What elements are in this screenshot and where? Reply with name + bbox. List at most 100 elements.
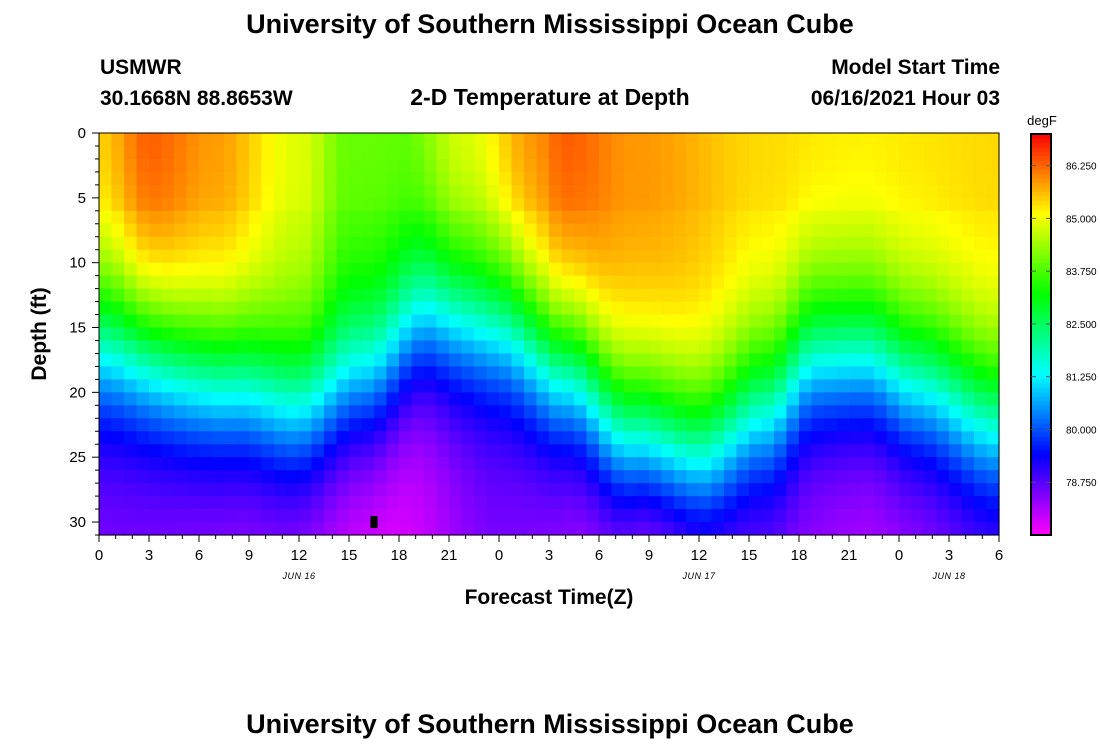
heatmap-cell xyxy=(849,457,863,471)
heatmap-cell xyxy=(811,522,825,536)
heatmap-cell xyxy=(599,522,613,536)
heatmap-cell xyxy=(774,158,788,173)
colorbar-step xyxy=(1031,499,1051,505)
heatmap-cell xyxy=(324,418,338,432)
heatmap-cell xyxy=(886,509,900,523)
heatmap-cell xyxy=(749,249,763,264)
heatmap-cell xyxy=(786,236,800,251)
heatmap-cell xyxy=(136,483,150,497)
heatmap-cell xyxy=(249,392,263,406)
heatmap-cell xyxy=(274,158,288,173)
heatmap-cell xyxy=(274,418,288,432)
heatmap-cell xyxy=(224,184,238,199)
heatmap-cell xyxy=(774,314,788,329)
heatmap-cell xyxy=(799,210,813,225)
heatmap-cell xyxy=(849,236,863,251)
heatmap-cell xyxy=(461,509,475,523)
heatmap-cell xyxy=(261,158,275,173)
heatmap-cell xyxy=(911,223,925,238)
heatmap-cell xyxy=(636,262,650,277)
heatmap-cell xyxy=(736,314,750,329)
heatmap-cell xyxy=(711,366,725,380)
heatmap-cell xyxy=(549,210,563,225)
heatmap-cell xyxy=(899,418,913,432)
heatmap-cell xyxy=(849,470,863,484)
heatmap-cell xyxy=(149,236,163,251)
heatmap-cell xyxy=(449,145,463,160)
heatmap-cell xyxy=(349,171,363,186)
heatmap-cell xyxy=(824,288,838,303)
heatmap-cell xyxy=(436,353,450,368)
heatmap-cell xyxy=(561,223,575,238)
x-tick-label: 18 xyxy=(791,547,808,564)
heatmap-cell xyxy=(599,353,613,368)
heatmap-cell xyxy=(374,197,388,212)
heatmap-cell xyxy=(711,522,725,536)
heatmap-cell xyxy=(624,275,638,290)
heatmap-cell xyxy=(824,145,838,160)
heatmap-cell xyxy=(199,275,213,290)
heatmap-cell xyxy=(886,197,900,212)
heatmap-cell xyxy=(874,133,888,147)
heatmap-cell xyxy=(461,379,475,393)
heatmap-cell xyxy=(661,223,675,238)
heatmap-cell xyxy=(274,301,288,316)
heatmap-cell xyxy=(799,392,813,406)
heatmap-cell xyxy=(386,444,400,458)
heatmap-cell xyxy=(649,171,663,186)
heatmap-cell xyxy=(174,210,188,225)
heatmap-cell xyxy=(149,340,163,355)
heatmap-cell xyxy=(674,171,688,186)
heatmap-cell xyxy=(549,236,563,251)
heatmap-cell xyxy=(99,301,113,316)
colorbar-step xyxy=(1031,285,1051,291)
x-tick-label: 3 xyxy=(945,547,953,564)
heatmap-cell xyxy=(674,197,688,212)
heatmap-cell xyxy=(99,145,113,160)
heatmap-cell xyxy=(374,301,388,316)
heatmap-cell xyxy=(649,210,663,225)
heatmap-cell xyxy=(724,496,738,510)
heatmap-cell xyxy=(699,262,713,277)
heatmap-cell xyxy=(899,457,913,471)
heatmap-cell xyxy=(274,457,288,471)
heatmap-cell xyxy=(249,366,263,380)
chart-title: University of Southern Mississippi Ocean… xyxy=(246,9,854,39)
heatmap-cell xyxy=(749,171,763,186)
heatmap-cell xyxy=(624,392,638,406)
colorbar-step xyxy=(1031,330,1051,336)
heatmap-cell xyxy=(136,470,150,484)
heatmap-cell xyxy=(299,133,313,147)
heatmap-cell xyxy=(974,405,988,419)
heatmap-cell xyxy=(811,431,825,445)
heatmap-cell xyxy=(574,496,588,510)
heatmap-cell xyxy=(749,483,763,497)
heatmap-cell xyxy=(549,301,563,316)
heatmap-cell xyxy=(799,236,813,251)
colorbar-tick-label: 85.000 xyxy=(1066,214,1097,225)
heatmap-cell xyxy=(886,392,900,406)
heatmap-cell xyxy=(261,457,275,471)
heatmap-cell xyxy=(424,275,438,290)
heatmap-cell xyxy=(374,405,388,419)
heatmap-cell xyxy=(374,262,388,277)
colorbar-step xyxy=(1031,521,1051,527)
colorbar-step xyxy=(1031,209,1051,215)
heatmap-cell xyxy=(774,171,788,186)
heatmap-cell xyxy=(586,184,600,199)
heatmap-cell xyxy=(886,262,900,277)
heatmap-cell xyxy=(811,184,825,199)
colorbar-step xyxy=(1031,200,1051,206)
heatmap-cell xyxy=(611,249,625,264)
colorbar-step xyxy=(1031,374,1051,380)
colorbar-step xyxy=(1031,356,1051,362)
heatmap-cell xyxy=(724,405,738,419)
heatmap-cell xyxy=(949,379,963,393)
heatmap-cell xyxy=(474,262,488,277)
heatmap-cell xyxy=(299,249,313,264)
heatmap-cell xyxy=(311,496,325,510)
heatmap-cell xyxy=(686,133,700,147)
heatmap-cell xyxy=(536,457,550,471)
heatmap-cell xyxy=(449,470,463,484)
heatmap-cell xyxy=(911,509,925,523)
